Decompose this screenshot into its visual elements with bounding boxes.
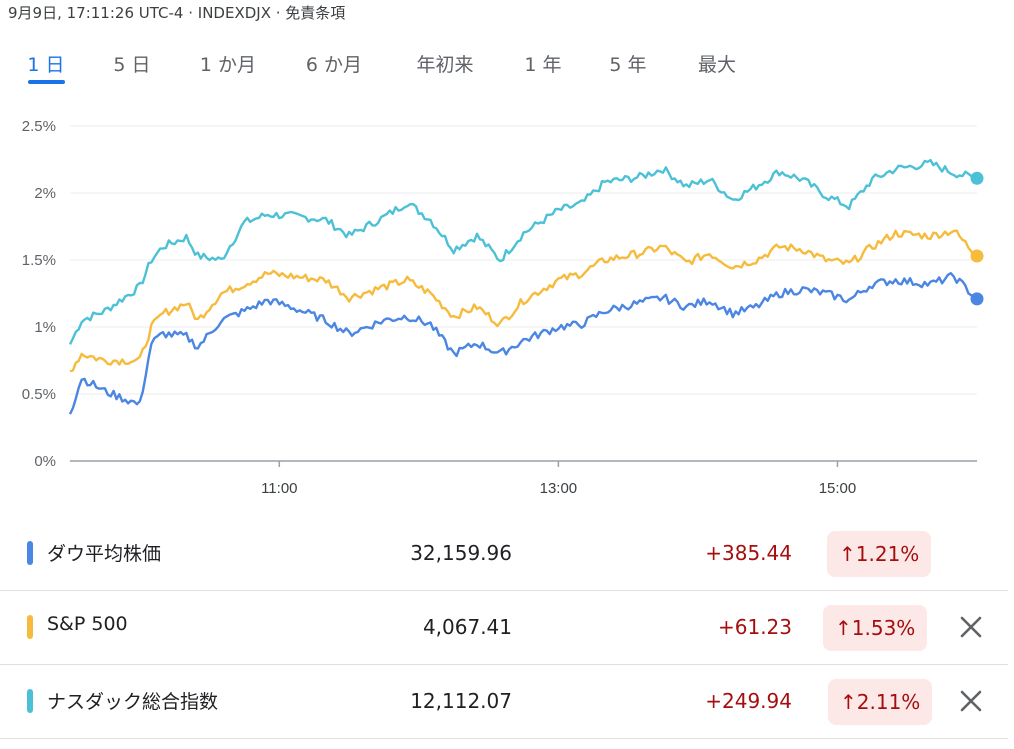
close-icon[interactable] <box>955 685 987 717</box>
percent-value: 2.11% <box>856 690 921 714</box>
index-name: S&P 500 <box>47 613 128 635</box>
series-end-dot-1 <box>970 249 984 263</box>
series-swatch <box>27 541 33 565</box>
percent-badge: ↑1.53% <box>823 605 928 651</box>
percent-value: 1.53% <box>851 616 916 640</box>
series-end-dot-2 <box>970 292 984 306</box>
index-name: ナスダック総合指数 <box>47 691 219 713</box>
tab-6m[interactable]: 6 か月 <box>305 54 363 76</box>
arrow-up-icon: ↑ <box>835 616 852 640</box>
series-swatch <box>27 689 33 713</box>
index-price: 4,067.41 <box>422 615 512 639</box>
index-row-nasdaq[interactable]: ナスダック総合指数 12,112.07 +249.94 ↑2.11% <box>0 665 1014 737</box>
tab-1d[interactable]: 1 日 <box>27 54 65 76</box>
range-tabs: 1 日 5 日 1 か月 6 か月 年初来 1 年 5 年 最大 <box>0 50 1014 90</box>
index-chart[interactable]: 0% 0.5% 1% 1.5% 2% 2.5% 11:00 13:00 15:00 <box>0 108 1014 508</box>
tab-ytd[interactable]: 年初来 <box>416 54 474 76</box>
y-tick-label: 0% <box>34 453 56 470</box>
index-change: +385.44 <box>705 541 792 565</box>
x-tick-label: 15:00 <box>819 480 857 497</box>
tab-5d[interactable]: 5 日 <box>113 54 151 76</box>
series-swatch <box>27 615 33 639</box>
series-end-dot-0 <box>970 171 984 185</box>
y-tick-label: 1.5% <box>22 252 56 269</box>
active-tab-underline <box>28 80 65 84</box>
percent-value: 1.21% <box>855 542 920 566</box>
series-line-1 <box>69 229 978 373</box>
row-divider <box>0 590 1008 591</box>
quote-timestamp: 9月9日, 17:11:26 UTC-4 <box>8 4 184 22</box>
index-price: 12,112.07 <box>410 689 512 713</box>
y-tick-label: 0.5% <box>22 386 56 403</box>
quote-symbol: INDEXDJX <box>197 4 271 22</box>
tab-5y[interactable]: 5 年 <box>609 54 647 76</box>
arrow-up-icon: ↑ <box>840 690 857 714</box>
close-icon[interactable] <box>955 611 987 643</box>
index-price: 32,159.96 <box>410 541 512 565</box>
arrow-up-icon: ↑ <box>839 542 856 566</box>
meta-separator: · <box>183 4 198 22</box>
percent-badge: ↑2.11% <box>828 679 933 725</box>
series-line-2 <box>68 272 978 415</box>
index-row-dow[interactable]: ダウ平均株価 32,159.96 +385.44 ↑1.21% <box>0 517 1014 589</box>
y-tick-label: 2% <box>34 185 56 202</box>
disclaimer-link[interactable]: 免責条項 <box>285 4 346 22</box>
row-divider <box>0 664 1008 665</box>
tab-1y[interactable]: 1 年 <box>524 54 562 76</box>
y-tick-label: 1% <box>34 319 56 336</box>
index-name: ダウ平均株価 <box>47 543 162 565</box>
series-line-0 <box>68 158 978 345</box>
tab-max[interactable]: 最大 <box>697 54 737 76</box>
y-tick-label: 2.5% <box>22 118 56 135</box>
percent-badge: ↑1.21% <box>827 531 932 577</box>
x-tick-label: 13:00 <box>540 480 578 497</box>
index-change: +249.94 <box>705 689 792 713</box>
row-divider <box>0 738 1008 739</box>
quote-meta: 9月9日, 17:11:26 UTC-4 · INDEXDJX · 免責条項 <box>8 2 345 23</box>
index-change: +61.23 <box>717 615 792 639</box>
x-tick-label: 11:00 <box>261 480 297 497</box>
tab-1m[interactable]: 1 か月 <box>199 54 257 76</box>
index-row-sp500[interactable]: S&P 500 4,067.41 +61.23 ↑1.53% <box>0 591 1014 663</box>
meta-separator: · <box>270 4 286 22</box>
